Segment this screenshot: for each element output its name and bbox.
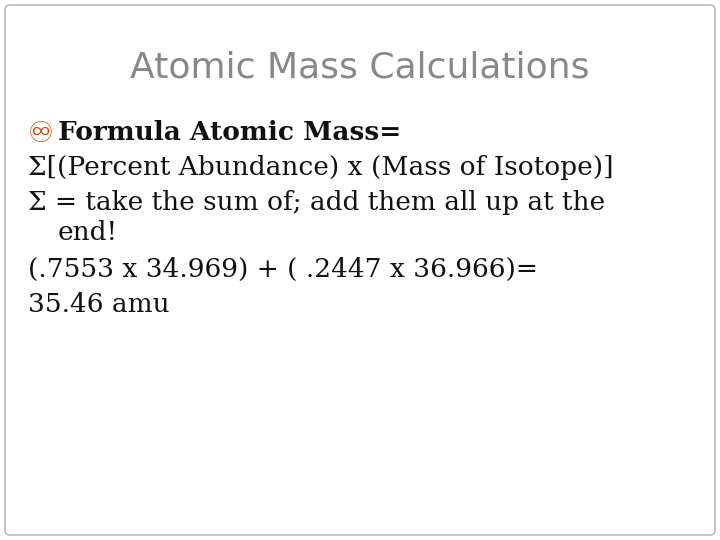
Text: (.7553 x 34.969) + ( .2447 x 36.966)=: (.7553 x 34.969) + ( .2447 x 36.966)= — [28, 257, 538, 282]
Text: ♾: ♾ — [28, 120, 54, 148]
Text: 35.46 amu: 35.46 amu — [28, 292, 170, 317]
FancyBboxPatch shape — [5, 5, 715, 535]
Text: Atomic Mass Calculations: Atomic Mass Calculations — [130, 50, 590, 84]
Text: Σ = take the sum of; add them all up at the: Σ = take the sum of; add them all up at … — [28, 190, 605, 215]
Text: Formula Atomic Mass=: Formula Atomic Mass= — [58, 120, 401, 145]
Text: end!: end! — [58, 220, 118, 245]
Text: Σ[(Percent Abundance) x (Mass of Isotope)]: Σ[(Percent Abundance) x (Mass of Isotope… — [28, 155, 613, 180]
